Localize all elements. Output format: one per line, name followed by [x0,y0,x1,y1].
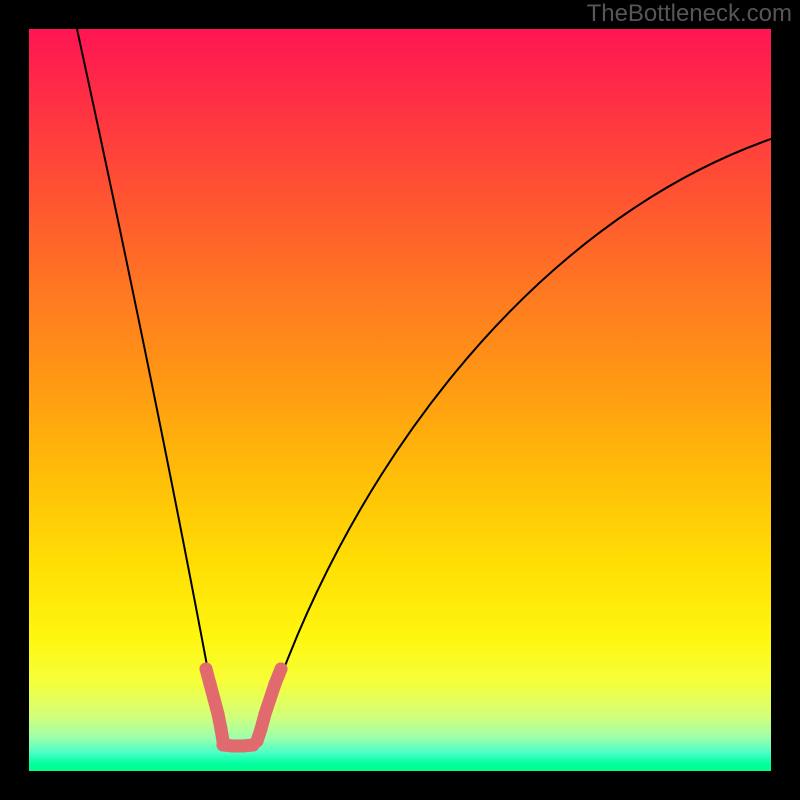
valley-marker-dot [204,678,217,691]
valley-marker-dot [208,693,221,706]
valley-marker-dot [251,735,264,748]
bottleneck-chart-svg [29,29,771,771]
watermark-text: TheBottleneck.com [587,0,792,28]
plot-area [29,29,771,771]
valley-marker-dot [259,708,272,721]
valley-marker-dot [212,708,225,721]
valley-marker-dot [215,723,228,736]
valley-marker-dot [200,663,213,676]
valley-marker-dot [264,693,277,706]
valley-marker-dot [269,678,282,691]
chart-outer-frame: TheBottleneck.com [0,0,800,800]
gradient-background [29,29,771,771]
valley-marker-dot [255,723,268,736]
valley-marker-dot [275,663,288,676]
